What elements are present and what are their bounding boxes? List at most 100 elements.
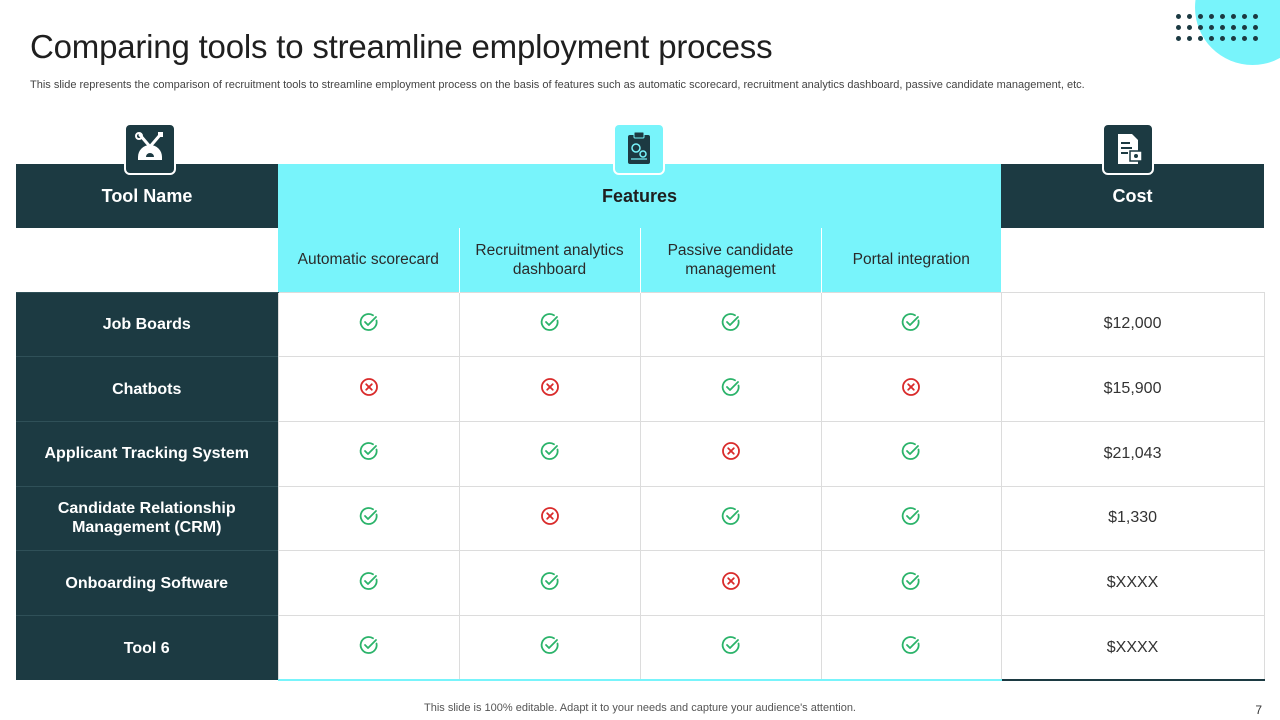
feature-cell <box>639 420 822 487</box>
check-circle-icon <box>358 634 380 661</box>
decoration-dot <box>1231 25 1236 30</box>
decoration-dot <box>1220 25 1225 30</box>
tool-name-header: Tool Name <box>16 164 278 228</box>
subheader-spacer <box>16 228 278 292</box>
cost-cell: $XXXX <box>1000 614 1265 682</box>
feature-cell <box>458 550 641 616</box>
feature-cell <box>277 485 460 552</box>
subheader-spacer <box>1001 228 1265 292</box>
feature-cell <box>820 291 1002 358</box>
check-circle-icon <box>720 311 742 338</box>
decoration-dot <box>1187 36 1192 41</box>
check-circle-icon <box>900 634 922 661</box>
cost-cell: $21,043 <box>1000 420 1265 487</box>
decoration-dot <box>1176 14 1181 19</box>
decoration-dot <box>1198 25 1203 30</box>
cross-circle-icon <box>720 440 742 467</box>
cross-circle-icon <box>539 376 561 403</box>
check-circle-icon <box>900 570 922 597</box>
table-row: Onboarding Software $XXXX <box>16 550 1265 616</box>
table-row: Job Boards $12,000 <box>16 291 1265 358</box>
decoration-dot <box>1176 36 1181 41</box>
table-row: Tool 6 $XXXX <box>16 614 1265 682</box>
tool-name-cell: Candidate Relationship Management (CRM) <box>16 485 278 551</box>
feature-cell <box>458 485 641 552</box>
decoration-dot <box>1242 14 1247 19</box>
decoration-dot <box>1253 25 1258 30</box>
tools-gear-icon <box>124 123 176 175</box>
check-circle-icon <box>900 311 922 338</box>
cost-cell: $1,330 <box>1000 485 1265 552</box>
check-circle-icon <box>900 505 922 532</box>
decoration-dot <box>1242 36 1247 41</box>
feature-cell <box>820 420 1002 487</box>
comparison-table: Tool Name Features Cost Automatic scorec… <box>16 164 1265 682</box>
feature-cell <box>458 614 641 682</box>
check-circle-icon <box>539 570 561 597</box>
check-circle-icon <box>900 440 922 467</box>
decoration-dot <box>1242 25 1247 30</box>
decoration-dot <box>1187 14 1192 19</box>
feature-cell <box>639 550 822 616</box>
decoration-dot <box>1209 36 1214 41</box>
cost-cell: $12,000 <box>1000 291 1265 358</box>
check-circle-icon <box>358 505 380 532</box>
decoration-dot <box>1209 25 1214 30</box>
check-circle-icon <box>720 505 742 532</box>
feature-cell <box>277 420 460 487</box>
decoration-dot <box>1176 25 1181 30</box>
decoration-dot <box>1231 36 1236 41</box>
check-circle-icon <box>539 634 561 661</box>
decoration-dot <box>1231 14 1236 19</box>
feature-cell <box>458 291 641 358</box>
decoration-dot <box>1220 14 1225 19</box>
decoration-dot <box>1198 36 1203 41</box>
decoration-dot <box>1253 14 1258 19</box>
cross-circle-icon <box>720 570 742 597</box>
check-circle-icon <box>358 440 380 467</box>
table-row: Chatbots $15,900 <box>16 356 1265 422</box>
feature-cell <box>458 420 641 487</box>
feature-header: Passive candidate management <box>640 228 822 292</box>
decoration-dot <box>1220 36 1225 41</box>
feature-header: Automatic scorecard <box>278 228 460 292</box>
feature-cell <box>277 291 460 358</box>
table-row: Candidate Relationship Management (CRM) $… <box>16 485 1265 552</box>
feature-cell <box>639 291 822 358</box>
check-circle-icon <box>539 311 561 338</box>
tool-name-cell: Onboarding Software <box>16 550 278 616</box>
tool-name-cell: Applicant Tracking System <box>16 420 278 487</box>
feature-cell <box>820 614 1002 682</box>
feature-cell <box>639 614 822 682</box>
check-circle-icon <box>539 440 561 467</box>
slide-title: Comparing tools to streamline employment… <box>30 28 773 65</box>
feature-cell <box>820 550 1002 616</box>
feature-cell <box>277 356 460 422</box>
check-circle-icon <box>720 634 742 661</box>
check-circle-icon <box>358 311 380 338</box>
decoration-dot <box>1253 36 1258 41</box>
page-number: 7 <box>1255 703 1262 717</box>
feature-cell <box>277 614 460 682</box>
slide-subtitle: This slide represents the comparison of … <box>30 79 1085 91</box>
cross-circle-icon <box>358 376 380 403</box>
dot-grid-decoration <box>1176 14 1260 44</box>
feature-cell <box>277 550 460 616</box>
cost-cell: $15,900 <box>1000 356 1265 422</box>
clipboard-settings-icon <box>613 123 665 175</box>
check-circle-icon <box>358 570 380 597</box>
tool-name-cell: Chatbots <box>16 356 278 422</box>
feature-header: Portal integration <box>821 228 1002 292</box>
feature-cell <box>639 356 822 422</box>
feature-cell <box>458 356 641 422</box>
invoice-icon <box>1102 123 1154 175</box>
table-row: Applicant Tracking System $21,043 <box>16 420 1265 487</box>
feature-header: Recruitment analytics dashboard <box>459 228 641 292</box>
feature-cell <box>820 485 1002 552</box>
feature-cell <box>820 356 1002 422</box>
decoration-dot <box>1198 14 1203 19</box>
tool-name-cell: Job Boards <box>16 291 278 357</box>
decoration-dot <box>1209 14 1214 19</box>
cross-circle-icon <box>539 505 561 532</box>
tool-name-cell: Tool 6 <box>16 614 278 681</box>
